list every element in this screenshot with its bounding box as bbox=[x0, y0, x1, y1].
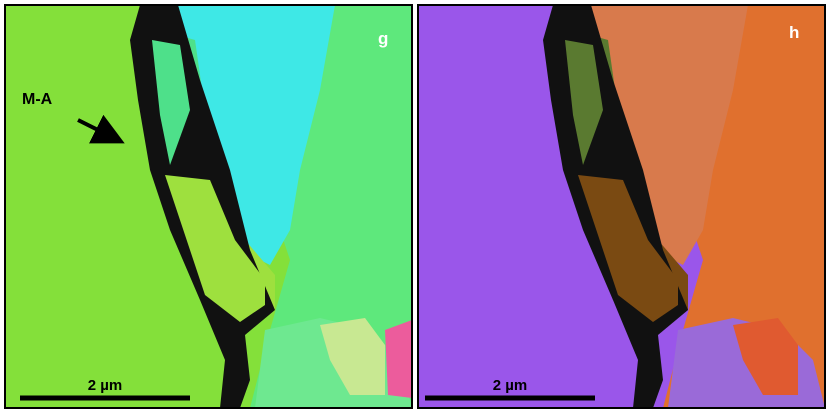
page: g M-A 2 µm h 2 µm (() => { const data = … bbox=[0, 0, 828, 410]
scale-bar-label: 2 µm bbox=[493, 377, 528, 394]
scale-bar-label: 2 µm bbox=[88, 377, 123, 394]
panel-label: h bbox=[789, 23, 799, 42]
panel-label: g bbox=[378, 29, 388, 48]
figure: g M-A 2 µm h 2 µm bbox=[0, 0, 828, 410]
annotation: M-A bbox=[22, 91, 53, 108]
panel-h-image bbox=[418, 5, 825, 408]
panel-g-image bbox=[5, 5, 412, 408]
